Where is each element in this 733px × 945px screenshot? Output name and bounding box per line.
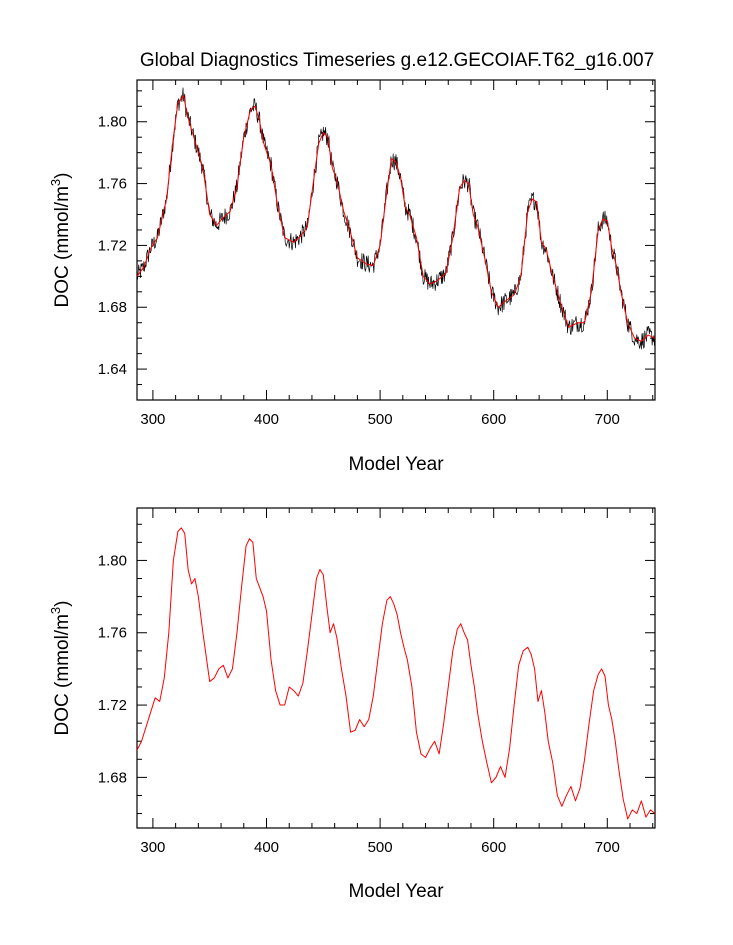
top-y-axis-label-sup: 3 [48, 179, 63, 186]
bottom-x-tick-label: 500 [368, 839, 393, 856]
top-x-tick-label: 300 [140, 411, 165, 428]
top-x-tick-label: 600 [481, 411, 506, 428]
bottom-y-axis-label-text: DOC (mmol/m [52, 614, 73, 735]
bottom-ticks [137, 508, 655, 828]
top-y-tick-label: 1.80 [98, 114, 127, 131]
top-y-tick-label: 1.64 [98, 361, 127, 378]
chart-title: Global Diagnostics Timeseries g.e12.GECO… [140, 50, 654, 71]
top-x-tick-label: 500 [368, 411, 393, 428]
bottom-plot-frame [136, 507, 656, 829]
top-series-monthly [136, 87, 655, 350]
top-y-tick-label: 1.76 [98, 176, 127, 193]
top-y-axis-label-text: DOC (mmol/m [52, 186, 73, 307]
bottom-series [136, 527, 656, 820]
bottom-x-tick-label: 300 [140, 839, 165, 856]
bottom-y-axis-label-close: ) [52, 601, 73, 607]
bottom-y-tick-label: 1.80 [98, 552, 127, 569]
top-plot-frame [136, 79, 656, 401]
top-series-annual-mean [136, 94, 656, 342]
bottom-panel: 300 400 500 600 700 1.68 1.72 1.76 1.80 … [48, 507, 656, 902]
top-x-tick-label: 400 [254, 411, 279, 428]
top-ticks [137, 80, 655, 401]
top-y-tick-label: 1.72 [98, 237, 127, 254]
bottom-y-tick-label: 1.68 [98, 769, 127, 786]
bottom-x-tick-label: 600 [481, 839, 506, 856]
top-panel: 300 400 500 600 700 1.64 1.68 1.72 1.76 … [48, 79, 656, 475]
top-y-axis-label-close: ) [52, 173, 73, 179]
bottom-y-axis-label-sup: 3 [48, 607, 63, 614]
bottom-x-tick-labels: 300 400 500 600 700 [140, 839, 619, 856]
bottom-y-tick-label: 1.72 [98, 697, 127, 714]
bottom-y-axis-label: DOC (mmol/m3) [48, 601, 73, 736]
bottom-y-tick-labels: 1.68 1.72 1.76 1.80 [98, 552, 127, 786]
bottom-x-axis-label: Model Year [348, 881, 444, 902]
bottom-series-annual-mean [136, 527, 656, 820]
top-x-tick-label: 700 [595, 411, 620, 428]
bottom-x-tick-label: 400 [254, 839, 279, 856]
top-x-axis-label: Model Year [348, 454, 444, 475]
top-series [136, 87, 656, 350]
top-y-axis-label: DOC (mmol/m3) [48, 173, 73, 308]
top-y-tick-labels: 1.64 1.68 1.72 1.76 1.80 [98, 114, 127, 378]
bottom-y-tick-label: 1.76 [98, 625, 127, 642]
top-y-tick-label: 1.68 [98, 299, 127, 316]
bottom-x-tick-label: 700 [595, 839, 620, 856]
top-x-tick-labels: 300 400 500 600 700 [140, 411, 619, 428]
